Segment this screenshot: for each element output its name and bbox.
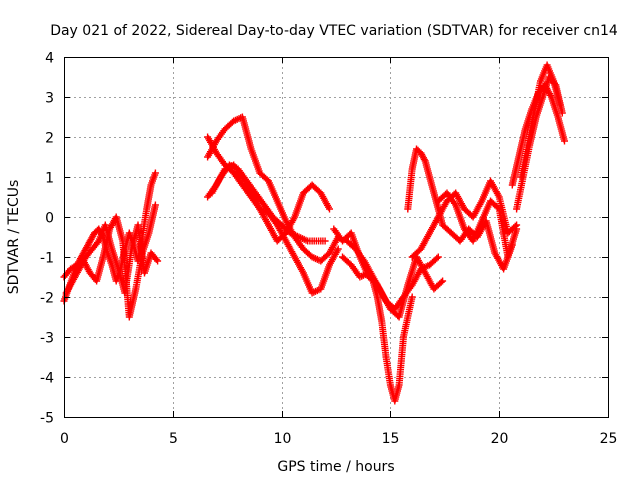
x-tick-label: 15 — [382, 431, 400, 447]
series-track-10 — [343, 237, 447, 321]
data-points — [60, 61, 568, 405]
x-tick-labels: 0 5 10 15 20 25 — [60, 431, 617, 447]
y-tick-labels: -5 -4 -3 -2 -1 0 1 2 3 4 — [40, 51, 54, 427]
y-tick-label: -5 — [40, 411, 54, 427]
series-track-3 — [62, 221, 162, 297]
y-tick-label: 2 — [45, 131, 54, 147]
series-track-5 — [204, 113, 342, 265]
series-track-16 — [517, 61, 564, 181]
axis-ticks — [64, 57, 609, 418]
marker-path — [204, 113, 342, 265]
y-axis-label: SDTVAR / TECUs — [6, 180, 22, 295]
y-tick-label: 3 — [45, 91, 54, 107]
y-tick-label: -1 — [40, 251, 54, 267]
series-track-13 — [434, 189, 521, 261]
x-tick-label: 25 — [600, 431, 618, 447]
marker-path — [208, 161, 329, 245]
y-tick-label: -2 — [40, 291, 54, 307]
marker-path — [434, 189, 521, 261]
marker-path — [343, 237, 447, 321]
series-track-8 — [330, 225, 416, 405]
y-tick-label: -3 — [40, 331, 54, 347]
plot-frame — [64, 57, 609, 418]
chart-title: Day 021 of 2022, Sidereal Day-to-day VTE… — [50, 23, 618, 39]
y-tick-label: 1 — [45, 171, 54, 187]
marker-path — [62, 221, 162, 297]
marker-path — [517, 61, 564, 181]
y-tick-label: 0 — [45, 211, 54, 227]
x-tick-label: 5 — [169, 431, 178, 447]
x-tick-label: 10 — [274, 431, 292, 447]
series-track-7 — [208, 161, 329, 245]
x-tick-label: 20 — [491, 431, 509, 447]
y-tick-label: -4 — [40, 371, 54, 387]
marker-path — [330, 225, 416, 405]
y-tick-label: 4 — [45, 51, 54, 67]
x-tick-label: 0 — [60, 431, 69, 447]
x-axis-label: GPS time / hours — [277, 459, 394, 475]
